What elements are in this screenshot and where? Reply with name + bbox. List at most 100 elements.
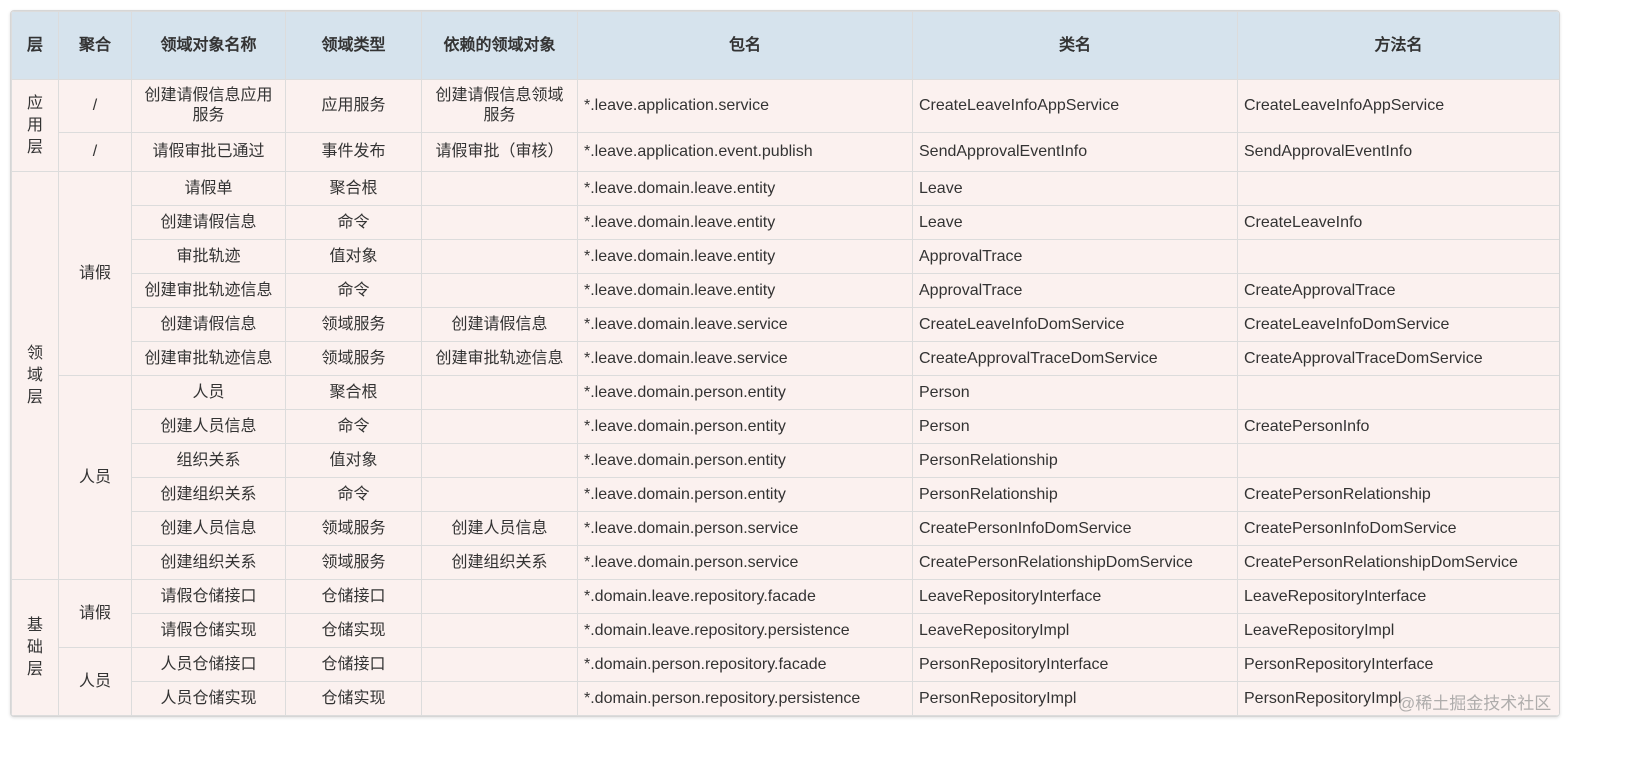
method-name-cell (1237, 375, 1559, 410)
dependency-cell (421, 443, 578, 478)
dependency-cell: 创建请假信息 (421, 307, 578, 342)
table-row: 人员 人员仓储接口 仓储接口 *.domain.person.repository.f… (12, 647, 1559, 716)
class-name-cell: ApprovalTrace (912, 273, 1238, 308)
package-cell: *.leave.application.event.publish (577, 132, 913, 172)
domain-type-cell: 领域服务 (285, 307, 422, 342)
object-name-cell: 审批轨迹 (131, 239, 286, 274)
header-class: 类名 (912, 11, 1238, 80)
class-name-cell: CreatePersonInfoDomService (912, 511, 1238, 546)
domain-type-cell: 仓储实现 (285, 613, 422, 648)
object-name-cell: 创建组织关系 (131, 477, 286, 512)
domain-type-cell: 值对象 (285, 239, 422, 274)
layer-cell: 基础层 (11, 579, 59, 716)
domain-type-cell: 命令 (285, 477, 422, 512)
dependency-cell: 创建审批轨迹信息 (421, 341, 578, 376)
table-row: 创建组织关系 领域服务 创建组织关系 *.leave.domain.person.se… (12, 545, 1559, 580)
header-layer: 层 (11, 11, 59, 80)
dependency-cell (421, 239, 578, 274)
class-name-cell: CreatePersonRelationshipDomService (912, 545, 1238, 580)
dependency-cell (421, 647, 578, 682)
class-name-cell: Leave (912, 205, 1238, 240)
package-cell: *.leave.domain.leave.entity (577, 239, 913, 274)
class-name-cell: LeaveRepositoryImpl (912, 613, 1238, 648)
package-cell: *.leave.domain.person.service (577, 511, 913, 546)
aggregate-cell: / (58, 132, 132, 172)
package-cell: *.leave.domain.leave.entity (577, 205, 913, 240)
table-row: 创建审批轨迹信息 命令 *.leave.domain.leave.entity App… (12, 273, 1559, 308)
package-cell: *.leave.domain.leave.service (577, 341, 913, 376)
package-cell: *.leave.domain.leave.service (577, 307, 913, 342)
table-container: 层 聚合 领域对象名称 领域类型 依赖的领域对象 包名 类名 方法名 应用层 / 创… (10, 10, 1560, 717)
domain-type-cell: 聚合根 (285, 171, 422, 206)
table-row: 创建请假信息 领域服务 创建请假信息 *.leave.domain.leave.ser… (12, 307, 1559, 342)
table-row: 审批轨迹 值对象 *.leave.domain.leave.entity Approv… (12, 239, 1559, 274)
table-row: 应用层 / 创建请假信息应用服务 应用服务 创建请假信息领域服务 *.leave.appl… (11, 79, 1559, 172)
package-cell: *.leave.domain.person.service (577, 545, 913, 580)
dependency-cell (421, 205, 578, 240)
object-name-cell: 创建人员信息 (131, 409, 286, 444)
method-name-cell: LeaveRepositoryInterface (1237, 579, 1559, 614)
package-cell: *.leave.application.service (577, 79, 913, 133)
domain-type-cell: 仓储接口 (285, 647, 422, 682)
domain-type-cell: 领域服务 (285, 545, 422, 580)
aggregate-cell: 请假 (58, 171, 132, 376)
method-name-cell: SendApprovalEventInfo (1237, 132, 1559, 172)
method-name-cell: CreatePersonRelationshipDomService (1237, 545, 1559, 580)
class-name-cell: PersonRelationship (912, 443, 1238, 478)
dependency-cell: 请假审批（审核） (421, 132, 578, 172)
method-name-cell: PersonRepositoryInterface (1237, 647, 1559, 682)
class-name-cell: LeaveRepositoryInterface (912, 579, 1238, 614)
package-cell: *.leave.domain.person.entity (577, 477, 913, 512)
dependency-cell (421, 171, 578, 206)
table-row: 创建人员信息 命令 *.leave.domain.person.entity Pers… (12, 409, 1559, 444)
dependency-cell: 创建请假信息领域服务 (421, 79, 578, 133)
method-name-cell (1237, 443, 1559, 478)
dependency-cell (421, 409, 578, 444)
method-name-cell (1237, 239, 1559, 274)
object-name-cell: 创建审批轨迹信息 (131, 341, 286, 376)
class-name-cell: PersonRelationship (912, 477, 1238, 512)
dependency-cell (421, 375, 578, 410)
dependency-cell (421, 681, 578, 716)
object-name-cell: 人员仓储接口 (131, 647, 286, 682)
header-aggregate: 聚合 (58, 11, 132, 80)
class-name-cell: Person (912, 375, 1238, 410)
method-name-cell: PersonRepositoryImpl (1237, 681, 1559, 716)
table-row: 创建审批轨迹信息 领域服务 创建审批轨迹信息 *.leave.domain.leave… (12, 341, 1559, 376)
aggregate-cell: 请假 (58, 579, 132, 648)
method-name-cell: LeaveRepositoryImpl (1237, 613, 1559, 648)
dependency-cell: 创建人员信息 (421, 511, 578, 546)
aggregate-cell: / (58, 79, 132, 133)
method-name-cell: CreatePersonInfo (1237, 409, 1559, 444)
method-name-cell: CreateApprovalTraceDomService (1237, 341, 1559, 376)
table-row: 请假仓储实现 仓储实现 *.domain.leave.repository.pers… (12, 613, 1559, 648)
object-name-cell: 请假审批已通过 (131, 132, 286, 172)
package-cell: *.leave.domain.leave.entity (577, 171, 913, 206)
object-name-cell: 创建请假信息 (131, 307, 286, 342)
domain-type-cell: 命令 (285, 205, 422, 240)
header-package: 包名 (577, 11, 913, 80)
dependency-cell: 创建组织关系 (421, 545, 578, 580)
package-cell: *.leave.domain.person.entity (577, 409, 913, 444)
class-name-cell: SendApprovalEventInfo (912, 132, 1238, 172)
object-name-cell: 请假仓储实现 (131, 613, 286, 648)
method-name-cell: CreatePersonInfoDomService (1237, 511, 1559, 546)
method-name-cell (1237, 171, 1559, 206)
domain-type-cell: 聚合根 (285, 375, 422, 410)
method-name-cell: CreatePersonRelationship (1237, 477, 1559, 512)
table-row: 领域层 请假 请假单 聚合根 *.leave.domain.leave.entity Le… (11, 171, 1559, 580)
table-row: / 请假审批已通过 事件发布 请假审批（审核） *.leave.application.… (12, 132, 1559, 172)
layer-cell: 应用层 (11, 79, 59, 172)
table-row: 基础层 请假 请假仓储接口 仓储接口 *.domain.leave.repository… (11, 579, 1559, 716)
class-name-cell: PersonRepositoryInterface (912, 647, 1238, 682)
object-name-cell: 创建请假信息 (131, 205, 286, 240)
domain-type-cell: 领域服务 (285, 341, 422, 376)
package-cell: *.domain.leave.repository.persistence (577, 613, 913, 648)
package-cell: *.leave.domain.person.entity (577, 443, 913, 478)
header-method: 方法名 (1237, 11, 1559, 80)
class-name-cell: PersonRepositoryImpl (912, 681, 1238, 716)
package-cell: *.leave.domain.leave.entity (577, 273, 913, 308)
domain-type-cell: 仓储接口 (285, 579, 422, 614)
table-body: 应用层 / 创建请假信息应用服务 应用服务 创建请假信息领域服务 *.leave.appl… (11, 79, 1559, 716)
header-dependency: 依赖的领域对象 (421, 11, 578, 80)
